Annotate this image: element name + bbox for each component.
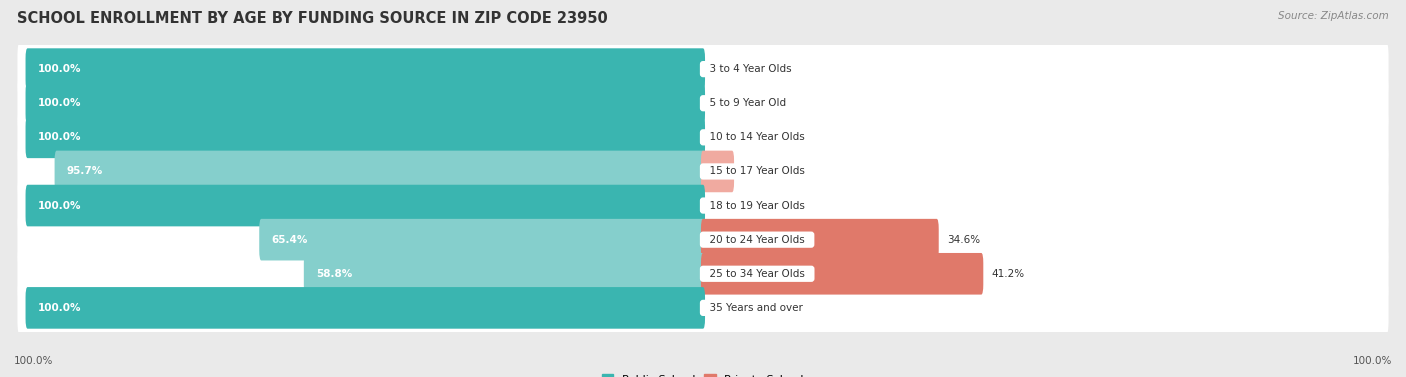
FancyBboxPatch shape (25, 48, 704, 90)
Text: 100.0%: 100.0% (38, 64, 82, 74)
FancyBboxPatch shape (25, 185, 704, 226)
Text: Source: ZipAtlas.com: Source: ZipAtlas.com (1278, 11, 1389, 21)
Text: 4.3%: 4.3% (742, 166, 769, 176)
FancyBboxPatch shape (25, 116, 704, 158)
Text: 3 to 4 Year Olds: 3 to 4 Year Olds (703, 64, 799, 74)
Text: 15 to 17 Year Olds: 15 to 17 Year Olds (703, 166, 811, 176)
Text: SCHOOL ENROLLMENT BY AGE BY FUNDING SOURCE IN ZIP CODE 23950: SCHOOL ENROLLMENT BY AGE BY FUNDING SOUR… (17, 11, 607, 26)
FancyBboxPatch shape (17, 211, 1389, 269)
Text: 0.0%: 0.0% (756, 201, 783, 211)
Text: 34.6%: 34.6% (946, 234, 980, 245)
FancyBboxPatch shape (259, 219, 704, 261)
Text: 20 to 24 Year Olds: 20 to 24 Year Olds (703, 234, 811, 245)
Text: 18 to 19 Year Olds: 18 to 19 Year Olds (703, 201, 811, 211)
FancyBboxPatch shape (55, 151, 704, 192)
Legend: Public School, Private School: Public School, Private School (598, 370, 808, 377)
FancyBboxPatch shape (25, 287, 704, 329)
Text: 58.8%: 58.8% (316, 269, 353, 279)
FancyBboxPatch shape (17, 40, 1389, 98)
Text: 5 to 9 Year Old: 5 to 9 Year Old (703, 98, 793, 108)
Text: 25 to 34 Year Olds: 25 to 34 Year Olds (703, 269, 811, 279)
FancyBboxPatch shape (17, 108, 1389, 166)
Text: 65.4%: 65.4% (271, 234, 308, 245)
FancyBboxPatch shape (702, 151, 734, 192)
Text: 100.0%: 100.0% (38, 201, 82, 211)
FancyBboxPatch shape (17, 279, 1389, 337)
Text: 100.0%: 100.0% (1353, 356, 1392, 366)
FancyBboxPatch shape (702, 253, 983, 294)
FancyBboxPatch shape (304, 253, 704, 294)
Text: 41.2%: 41.2% (991, 269, 1025, 279)
Text: 10 to 14 Year Olds: 10 to 14 Year Olds (703, 132, 811, 143)
Text: 0.0%: 0.0% (756, 98, 783, 108)
Text: 0.0%: 0.0% (756, 64, 783, 74)
FancyBboxPatch shape (17, 74, 1389, 132)
Text: 35 Years and over: 35 Years and over (703, 303, 810, 313)
FancyBboxPatch shape (17, 143, 1389, 201)
Text: 100.0%: 100.0% (38, 98, 82, 108)
FancyBboxPatch shape (25, 83, 704, 124)
FancyBboxPatch shape (17, 245, 1389, 303)
Text: 0.0%: 0.0% (756, 303, 783, 313)
Text: 0.0%: 0.0% (756, 132, 783, 143)
Text: 100.0%: 100.0% (38, 303, 82, 313)
FancyBboxPatch shape (702, 219, 939, 261)
Text: 100.0%: 100.0% (14, 356, 53, 366)
Text: 95.7%: 95.7% (66, 166, 103, 176)
Text: 100.0%: 100.0% (38, 132, 82, 143)
FancyBboxPatch shape (17, 176, 1389, 234)
